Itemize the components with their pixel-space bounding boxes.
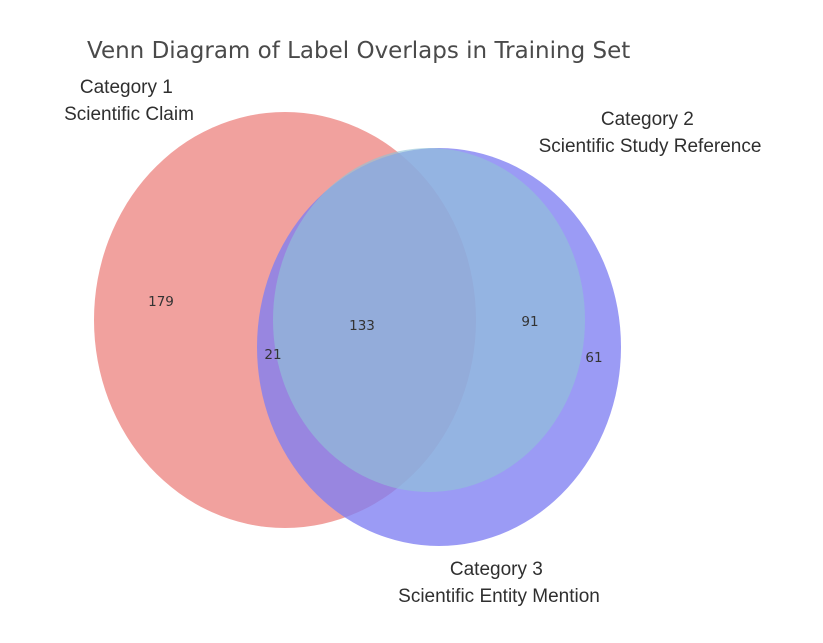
- category-2-circle: [273, 148, 585, 492]
- region-count-only-1: 179: [148, 294, 174, 310]
- category-3-label: Category 3 Scientific Entity Mention: [398, 559, 600, 607]
- category-2-label: Category 2 Scientific Study Reference: [539, 109, 762, 157]
- region-count-all-three: 133: [349, 318, 375, 334]
- region-count-2-and-3: 91: [521, 314, 538, 330]
- region-count-1-and-3: 21: [264, 347, 281, 363]
- category-1-label: Category 1 Scientific Claim: [64, 77, 194, 125]
- region-count-only-3: 61: [585, 350, 602, 366]
- diagram-title: Venn Diagram of Label Overlaps in Traini…: [87, 38, 630, 64]
